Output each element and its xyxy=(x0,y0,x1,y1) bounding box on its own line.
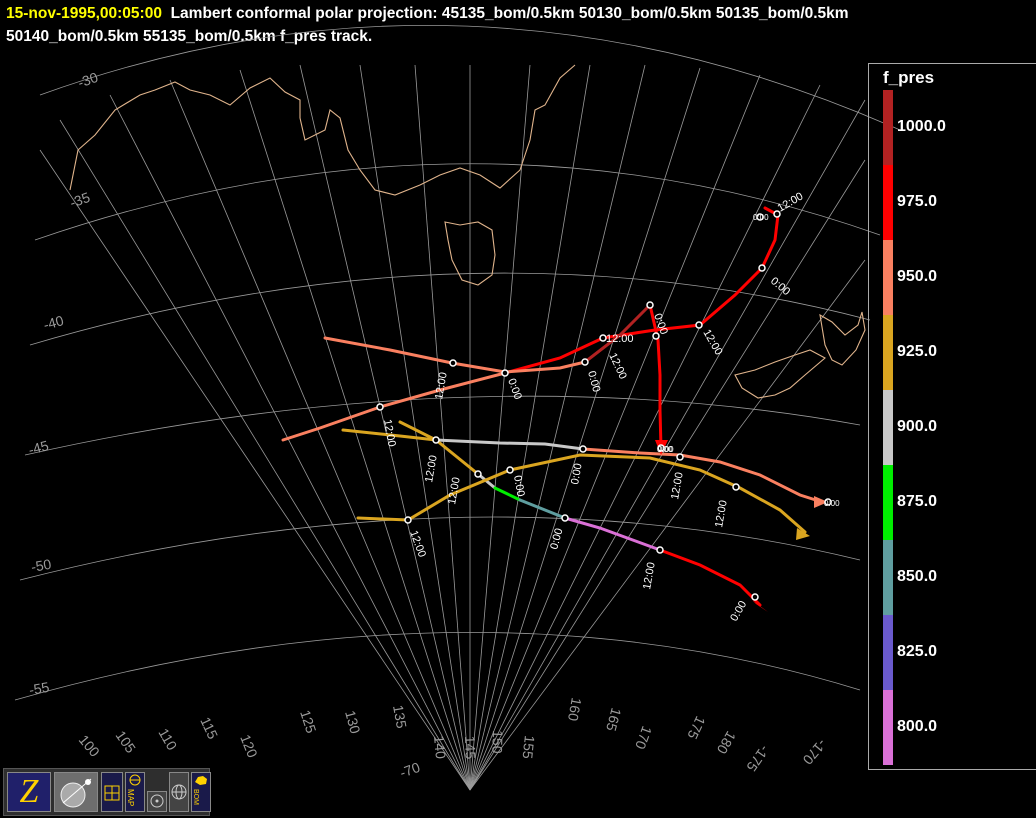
time-label: 12:00 xyxy=(433,371,450,400)
colorbar-label: 850.0 xyxy=(897,568,938,585)
colorbar-frame xyxy=(868,63,1036,770)
colorbar-segment xyxy=(883,240,893,315)
plot-title-line1: Lambert conformal polar projection: 4513… xyxy=(170,5,849,22)
lon-label: 180 xyxy=(714,729,740,757)
lat-label: -50 xyxy=(30,556,53,575)
colorbar-segment xyxy=(883,690,893,765)
colorbar-label: 800.0 xyxy=(897,718,938,735)
colorbar-label: 900.0 xyxy=(897,418,938,435)
lon-label: 140 xyxy=(431,735,449,760)
lat-label: -35 xyxy=(68,189,93,211)
bom-button-label: BOM xyxy=(192,789,199,805)
lon-label: -175 xyxy=(743,742,772,774)
longitude-lines xyxy=(39,64,866,791)
pole-label: -70 xyxy=(398,759,423,781)
time-label: 12:00 xyxy=(713,499,730,528)
plot-header: 15-nov-1995,00:05:00 Lambert conformal p… xyxy=(6,2,1030,48)
time-label: 12:00 xyxy=(606,351,629,381)
lon-label: 110 xyxy=(155,726,180,754)
time-label: 12:00 xyxy=(606,333,634,345)
time-label: 0:00 xyxy=(728,599,749,624)
colorbar-label: 825.0 xyxy=(897,643,938,660)
time-label: 12:00 xyxy=(381,418,398,447)
globe-icon xyxy=(129,774,141,786)
satellite-radar-button[interactable] xyxy=(54,772,98,812)
time-label: 12:00 xyxy=(700,328,724,358)
colorbar-segment xyxy=(883,615,893,690)
time-label: 0:00 xyxy=(658,445,674,454)
toolbar: Z MAP BOM xyxy=(3,768,211,816)
circle-button[interactable] xyxy=(147,791,167,812)
lon-label: -170 xyxy=(800,736,830,768)
map-button[interactable]: MAP xyxy=(125,772,145,812)
globe-button[interactable] xyxy=(169,772,189,812)
grid-icon xyxy=(104,785,120,801)
colorbar-label: 950.0 xyxy=(897,268,938,285)
time-label: 12:00 xyxy=(776,190,806,214)
colorbar-segment xyxy=(883,390,893,465)
plot-title-line2: 50140_bom/0.5km 55135_bom/0.5km f_pres t… xyxy=(6,28,373,45)
time-label: 0:00 xyxy=(511,474,527,497)
colorbar-label: 875.0 xyxy=(897,493,938,510)
target-icon xyxy=(150,794,164,808)
lon-label: 115 xyxy=(197,715,221,742)
colorbar-label: 1000.0 xyxy=(897,118,946,135)
colorbar-label: 975.0 xyxy=(897,193,938,210)
lat-label: -55 xyxy=(28,679,51,698)
lon-label: 120 xyxy=(237,732,261,760)
satellite-icon xyxy=(60,778,92,808)
colorbar-segment xyxy=(883,315,893,390)
colorbar-segment xyxy=(883,540,893,615)
colorbar-segment xyxy=(883,165,893,240)
lon-label: 175 xyxy=(684,714,708,742)
lon-label: 100 xyxy=(76,732,103,760)
lon-label: 145 xyxy=(462,736,479,760)
australia-icon xyxy=(195,776,207,785)
plot-date: 15-nov-1995,00:05:00 xyxy=(6,5,162,22)
lon-label: 105 xyxy=(113,728,140,756)
lon-label: 160 xyxy=(565,696,585,722)
colorbar-label: 925.0 xyxy=(897,343,938,360)
colorbar-title: f_pres xyxy=(883,68,935,87)
time-label: 0:00 xyxy=(505,377,524,401)
time-label: 0:00 xyxy=(585,370,602,394)
lat-label: -30 xyxy=(76,69,101,91)
lon-label: 165 xyxy=(603,706,625,733)
time-label: 0:00 xyxy=(753,213,769,222)
time-label: 12:00 xyxy=(446,476,463,505)
colorbar-segment xyxy=(883,90,893,165)
time-label: 0:00 xyxy=(548,527,565,551)
lon-label: 135 xyxy=(390,704,410,730)
coastlines xyxy=(69,64,866,399)
lon-label: 130 xyxy=(342,709,364,736)
globe-grid-icon xyxy=(171,784,187,800)
lon-label: 155 xyxy=(520,735,538,760)
lat-label: -45 xyxy=(27,437,51,458)
time-label: 12:00 xyxy=(669,471,686,500)
latitude-labels: -30 -35 -40 -45 -50 -55 xyxy=(27,69,101,698)
time-label: 12:00 xyxy=(407,529,428,559)
time-markers xyxy=(376,210,832,601)
zebra-logo-button[interactable]: Z xyxy=(7,772,51,812)
time-labels: 12:00 0:00 0:00 12:00 12:00 0:00 12:00 1… xyxy=(381,190,840,623)
lat-label: -40 xyxy=(42,312,66,333)
lon-label: 170 xyxy=(632,724,655,752)
time-label: 0:00 xyxy=(824,499,840,508)
colorbar-segment xyxy=(883,465,893,540)
bom-button[interactable]: BOM xyxy=(191,772,211,812)
latitude-lines xyxy=(14,24,901,701)
lon-label: 125 xyxy=(297,708,320,735)
grid-button[interactable] xyxy=(101,772,123,812)
time-label: 0:00 xyxy=(657,445,673,454)
time-label: 0:00 xyxy=(569,462,585,485)
lon-label: 150 xyxy=(489,730,506,754)
time-label: 12:00 xyxy=(423,454,440,483)
map-button-label: MAP xyxy=(126,789,135,807)
time-label: 12:00 xyxy=(641,561,658,590)
